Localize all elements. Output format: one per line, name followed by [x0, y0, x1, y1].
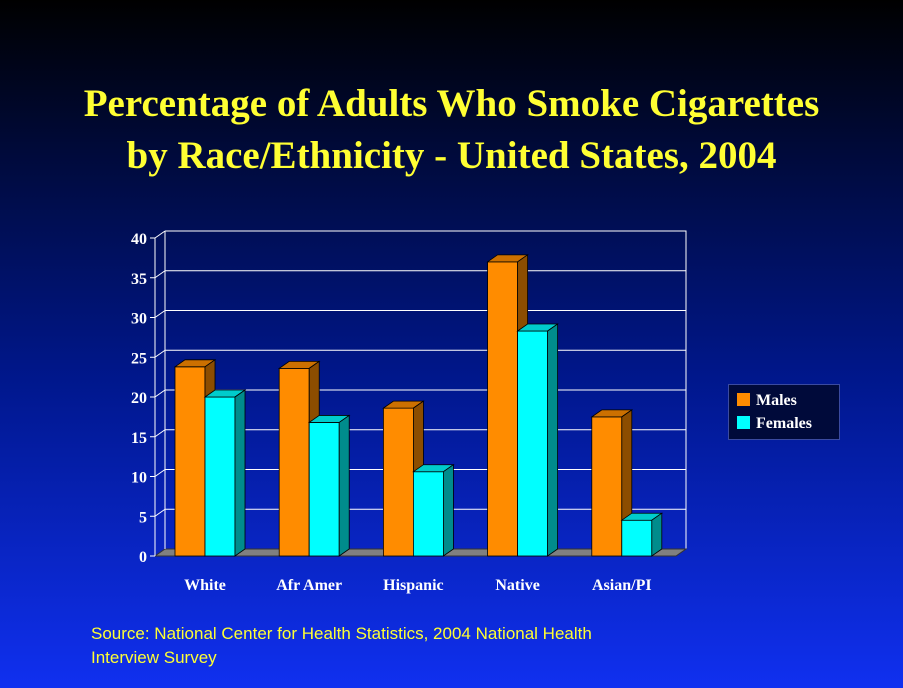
y-tick-labels: 0 5 10 15 20 25 30 35 40	[131, 231, 147, 566]
bar-front	[382, 407, 414, 557]
bar-front	[487, 261, 519, 557]
bar-front	[591, 416, 623, 557]
bar-side	[547, 323, 558, 557]
gridline-depth	[154, 349, 166, 358]
legend-item-females: Females	[737, 415, 812, 433]
y-tick-label: 20	[131, 390, 147, 407]
y-tick-label: 0	[139, 549, 147, 566]
bar-front	[278, 367, 310, 557]
bar-side	[442, 463, 454, 557]
bar	[412, 463, 455, 557]
x-tick-label: Hispanic	[383, 577, 443, 594]
bar	[620, 512, 664, 557]
bar	[516, 323, 559, 557]
bar-front	[412, 471, 444, 557]
source-note: Source: National Center for Health Stati…	[91, 622, 811, 670]
bar-side	[234, 389, 246, 557]
bar	[307, 414, 351, 557]
legend-swatch-males	[737, 393, 750, 406]
y-tick-label: 15	[131, 430, 147, 447]
legend: Males Females	[728, 384, 840, 440]
legend-item-males: Males	[737, 392, 797, 410]
bar-front	[308, 422, 340, 557]
legend-label-males: Males	[756, 392, 797, 409]
gridline-depth	[154, 469, 166, 477]
bar-front	[517, 330, 548, 557]
axes	[150, 231, 166, 557]
x-tick-label: Afr Amer	[276, 577, 342, 594]
x-tick-label: Native	[495, 577, 539, 594]
gridline-depth	[154, 429, 166, 438]
source-line-1: Source: National Center for Health Stati…	[91, 624, 592, 643]
bar-side	[651, 512, 663, 557]
bar-front	[204, 396, 236, 557]
gridline-depth	[154, 389, 166, 398]
bars	[173, 254, 664, 557]
x-tick-labels: White Afr Amer Hispanic Native Asian/PI	[184, 577, 651, 594]
gridline-depth	[154, 230, 166, 239]
y-tick-label: 35	[131, 271, 147, 288]
y-tick-label: 30	[131, 311, 147, 328]
legend-label-females: Females	[756, 415, 812, 432]
bar-front	[621, 519, 653, 557]
gridline-depth	[154, 508, 166, 517]
title-line-1: Percentage of Adults Who Smoke Cigarette…	[83, 82, 820, 125]
bar	[203, 389, 247, 557]
bar-front	[174, 366, 206, 557]
source-line-2: Interview Survey	[91, 648, 217, 667]
gridline-depth	[154, 310, 166, 318]
y-tick-label: 25	[131, 350, 147, 367]
x-tick-label: Asian/PI	[592, 577, 652, 594]
bar-side	[338, 414, 350, 557]
legend-swatch-females	[737, 416, 750, 429]
chart-title: Percentage of Adults Who Smoke Cigarette…	[0, 78, 903, 182]
title-line-2: by Race/Ethnicity - United States, 2004	[126, 134, 777, 177]
y-tick-label: 5	[139, 509, 147, 526]
y-tick-label: 10	[131, 470, 147, 487]
x-tick-label: White	[184, 577, 226, 594]
gridline-depth	[154, 270, 166, 279]
y-tick-label: 40	[131, 231, 147, 248]
